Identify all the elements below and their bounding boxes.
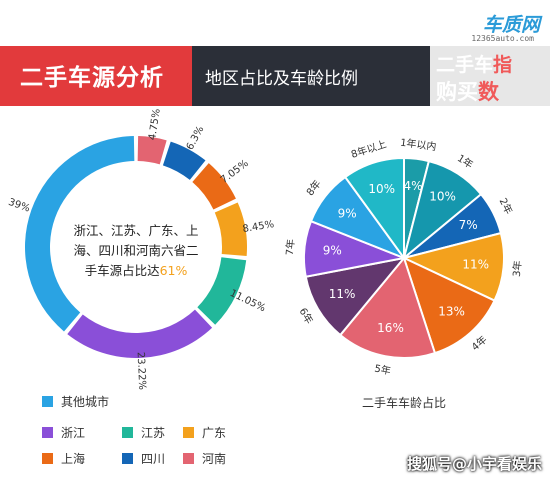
title-block [0, 46, 192, 106]
pie-slice-7 [304, 256, 407, 337]
legend-swatch [183, 427, 194, 438]
legend-swatch [42, 453, 53, 464]
watermark: 搜狐号@小宇看娱乐 [406, 455, 542, 473]
donut-label-1: 39% [7, 197, 32, 215]
pie-value-3: 7% [459, 218, 478, 232]
logo-line2-text: 购买 [436, 80, 478, 104]
legend-item-1-1: 其他城市 [42, 393, 109, 410]
legend-item-2-1: 浙江 [42, 424, 85, 441]
pie-category-3: 2年 [497, 196, 516, 216]
donut-center-highlight: 61% [160, 263, 188, 278]
donut-label-3: 11.05% [228, 288, 267, 314]
logo-red2: 数 [478, 80, 499, 104]
donut-slice-7 [137, 136, 167, 165]
pie-slice-10 [343, 156, 405, 262]
pie-value-8: 9% [323, 244, 342, 258]
pie-value-6: 16% [377, 321, 404, 335]
pie-slice-6 [338, 255, 437, 359]
legend-swatch [42, 427, 53, 438]
pie-value-5: 13% [438, 305, 465, 319]
donut-label-2: 23.22% [135, 352, 148, 391]
pie-category-10: 8年以上 [349, 137, 388, 161]
legend-item-3-2: 四川 [122, 450, 165, 467]
donut-label-5: 7.05% [219, 158, 251, 186]
pie-title: 二手车车龄占比 [362, 395, 446, 410]
page-title: 二手车源分析 [20, 65, 164, 91]
legend-item-3-1: 上海 [42, 450, 85, 467]
pie-category-9: 8年 [303, 177, 323, 198]
donut-label-6: 6.3% [185, 124, 207, 152]
logo: 车质网 12365auto.com 二手车指 购买数 [430, 4, 546, 106]
legend-label: 四川 [141, 452, 166, 466]
pie-value-9: 9% [338, 206, 357, 220]
region-donut-chart: 4.75% 6.3% 7.05% 8.45% 11.05% 23.22% 39% 浙江、江苏、… [7, 108, 275, 390]
legend-swatch [183, 453, 194, 464]
legend-swatch [122, 427, 133, 438]
logo-url: 12365auto.com [471, 34, 534, 43]
pie-value-1: 4% [404, 179, 423, 193]
age-pie-chart: 4% 1年以内 10% 1年 7% 2年 11% 3年 13% 4年 16% 5年 11% 6年 9% 7年 9… [283, 136, 524, 410]
legend-swatch [122, 453, 133, 464]
legend-swatch [42, 396, 53, 407]
pie-category-2: 1年 [455, 151, 476, 171]
pie-value-10: 10% [368, 182, 395, 196]
pie-value-4: 11% [462, 257, 489, 271]
pie-value-7: 11% [329, 287, 356, 301]
legend-label: 江苏 [141, 426, 166, 440]
pie-category-4: 3年 [510, 260, 524, 278]
logo-line1-text: 二手车 [436, 54, 494, 76]
donut-slice-2 [67, 309, 213, 358]
donut-label-4: 8.45% [242, 219, 275, 235]
donut-center-text: 浙江、江苏、广东、上海、四川和河南六省二手车源占比达61% [73, 223, 198, 278]
legend-label: 河南 [202, 452, 227, 466]
logo-line2: 购买数 [436, 76, 499, 106]
pie-category-8: 7年 [283, 238, 297, 256]
legend-item-2-3: 广东 [183, 424, 226, 441]
legend-item-2-2: 江苏 [122, 424, 165, 441]
page-subtitle: 地区占比及车龄比例 [205, 69, 358, 89]
donut-slice-6 [162, 141, 206, 180]
pie-slice-4 [401, 231, 505, 302]
donut-slice-5 [192, 163, 236, 210]
pie-category-6: 5年 [373, 362, 392, 378]
pie-category-7: 6年 [297, 305, 317, 326]
pie-slice-5 [402, 256, 496, 355]
donut-slice-3 [197, 257, 247, 325]
donut-slice-4 [214, 202, 247, 257]
legend-label: 上海 [61, 452, 86, 466]
logo-brand: 车质网 [482, 14, 540, 36]
legend-item-3-3: 河南 [183, 450, 226, 467]
logo-red1: 指 [493, 54, 513, 76]
donut-label-7: 4.75% [147, 108, 163, 141]
legend-label: 广东 [202, 426, 227, 440]
subtitle-block [192, 46, 430, 106]
pie-category-1: 1年以内 [399, 136, 437, 153]
legend-label: 其他城市 [61, 395, 110, 409]
logo-line1: 二手车指 [436, 50, 512, 77]
pie-value-2: 10% [429, 190, 456, 204]
legend-label: 浙江 [61, 426, 86, 440]
donut-slice-1 [24, 136, 135, 332]
pie-category-5: 4年 [469, 333, 490, 354]
